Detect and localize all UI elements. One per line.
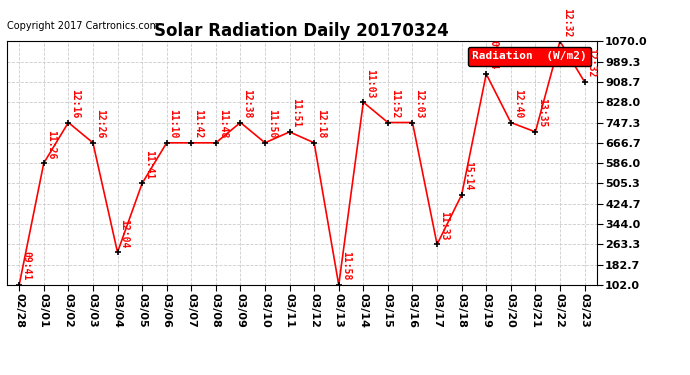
Text: 12:38: 12:38 bbox=[242, 89, 253, 118]
Text: 12:40: 12:40 bbox=[513, 89, 523, 118]
Text: 12:32: 12:32 bbox=[586, 48, 596, 78]
Text: 12:04: 12:04 bbox=[119, 219, 130, 248]
Text: 11:10: 11:10 bbox=[168, 109, 179, 139]
Text: 11:42: 11:42 bbox=[193, 109, 203, 139]
Text: 11:48: 11:48 bbox=[218, 109, 228, 139]
Text: 12:32: 12:32 bbox=[562, 8, 572, 37]
Text: 11:52: 11:52 bbox=[390, 89, 400, 118]
Text: 13:35: 13:35 bbox=[538, 98, 547, 128]
Text: 15:14: 15:14 bbox=[464, 161, 473, 190]
Text: 11:50: 11:50 bbox=[267, 109, 277, 139]
Text: Copyright 2017 Cartronics.com: Copyright 2017 Cartronics.com bbox=[7, 21, 159, 31]
Text: 11:03: 11:03 bbox=[365, 69, 375, 98]
Text: 09:54: 09:54 bbox=[489, 40, 498, 70]
Text: 11:33: 11:33 bbox=[439, 211, 449, 240]
Text: 12:18: 12:18 bbox=[316, 109, 326, 139]
Text: 11:41: 11:41 bbox=[144, 150, 154, 179]
Text: 11:26: 11:26 bbox=[46, 130, 56, 159]
Title: Solar Radiation Daily 20170324: Solar Radiation Daily 20170324 bbox=[155, 22, 449, 40]
Text: 12:26: 12:26 bbox=[95, 109, 105, 139]
Legend: Radiation  (W/m2): Radiation (W/m2) bbox=[468, 47, 591, 66]
Text: 11:58: 11:58 bbox=[341, 252, 351, 281]
Text: 11:51: 11:51 bbox=[292, 98, 302, 128]
Text: 09:41: 09:41 bbox=[21, 252, 31, 281]
Text: 12:03: 12:03 bbox=[415, 89, 424, 118]
Text: 12:16: 12:16 bbox=[70, 89, 80, 118]
